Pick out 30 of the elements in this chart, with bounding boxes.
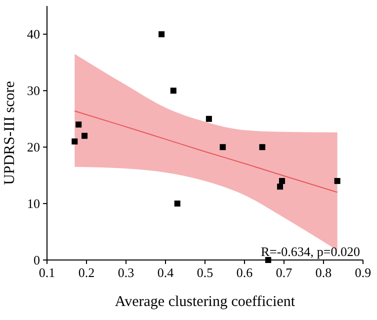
x-tick-label: 0.1 <box>38 265 56 280</box>
line-series <box>74 110 338 193</box>
point <box>174 200 180 207</box>
point <box>279 178 286 184</box>
y-tick-label: 30 <box>27 83 40 98</box>
y-tick-label: 40 <box>27 26 40 42</box>
y-axis-title: UPDRS-III score <box>2 80 18 185</box>
point <box>82 132 88 139</box>
x-tick-label: 0.9 <box>354 265 372 280</box>
y-tick-label: 10 <box>27 196 40 212</box>
point <box>158 31 165 38</box>
x-tick-label: 0.8 <box>315 265 332 280</box>
point <box>170 88 176 94</box>
point <box>334 178 340 184</box>
x-tick-label: 0.3 <box>118 265 134 280</box>
point <box>72 138 78 144</box>
point <box>206 116 212 122</box>
annotation: R=-0.634, p=0.020 <box>260 244 360 259</box>
x-axis-title: Average clustering coefficient <box>114 294 296 310</box>
x-tick-label: 0.2 <box>78 265 95 280</box>
x-tick-label: 0.6 <box>236 265 254 280</box>
point <box>76 122 82 128</box>
y-tick-label: 0 <box>34 252 40 268</box>
x-tick-label: 0.7 <box>276 265 293 280</box>
point <box>259 144 266 150</box>
point <box>277 184 284 190</box>
x-tick-label: 0.4 <box>157 265 174 280</box>
point <box>220 144 226 150</box>
x-tick-label: 0.5 <box>196 265 214 280</box>
y-tick-label: 20 <box>27 140 40 155</box>
